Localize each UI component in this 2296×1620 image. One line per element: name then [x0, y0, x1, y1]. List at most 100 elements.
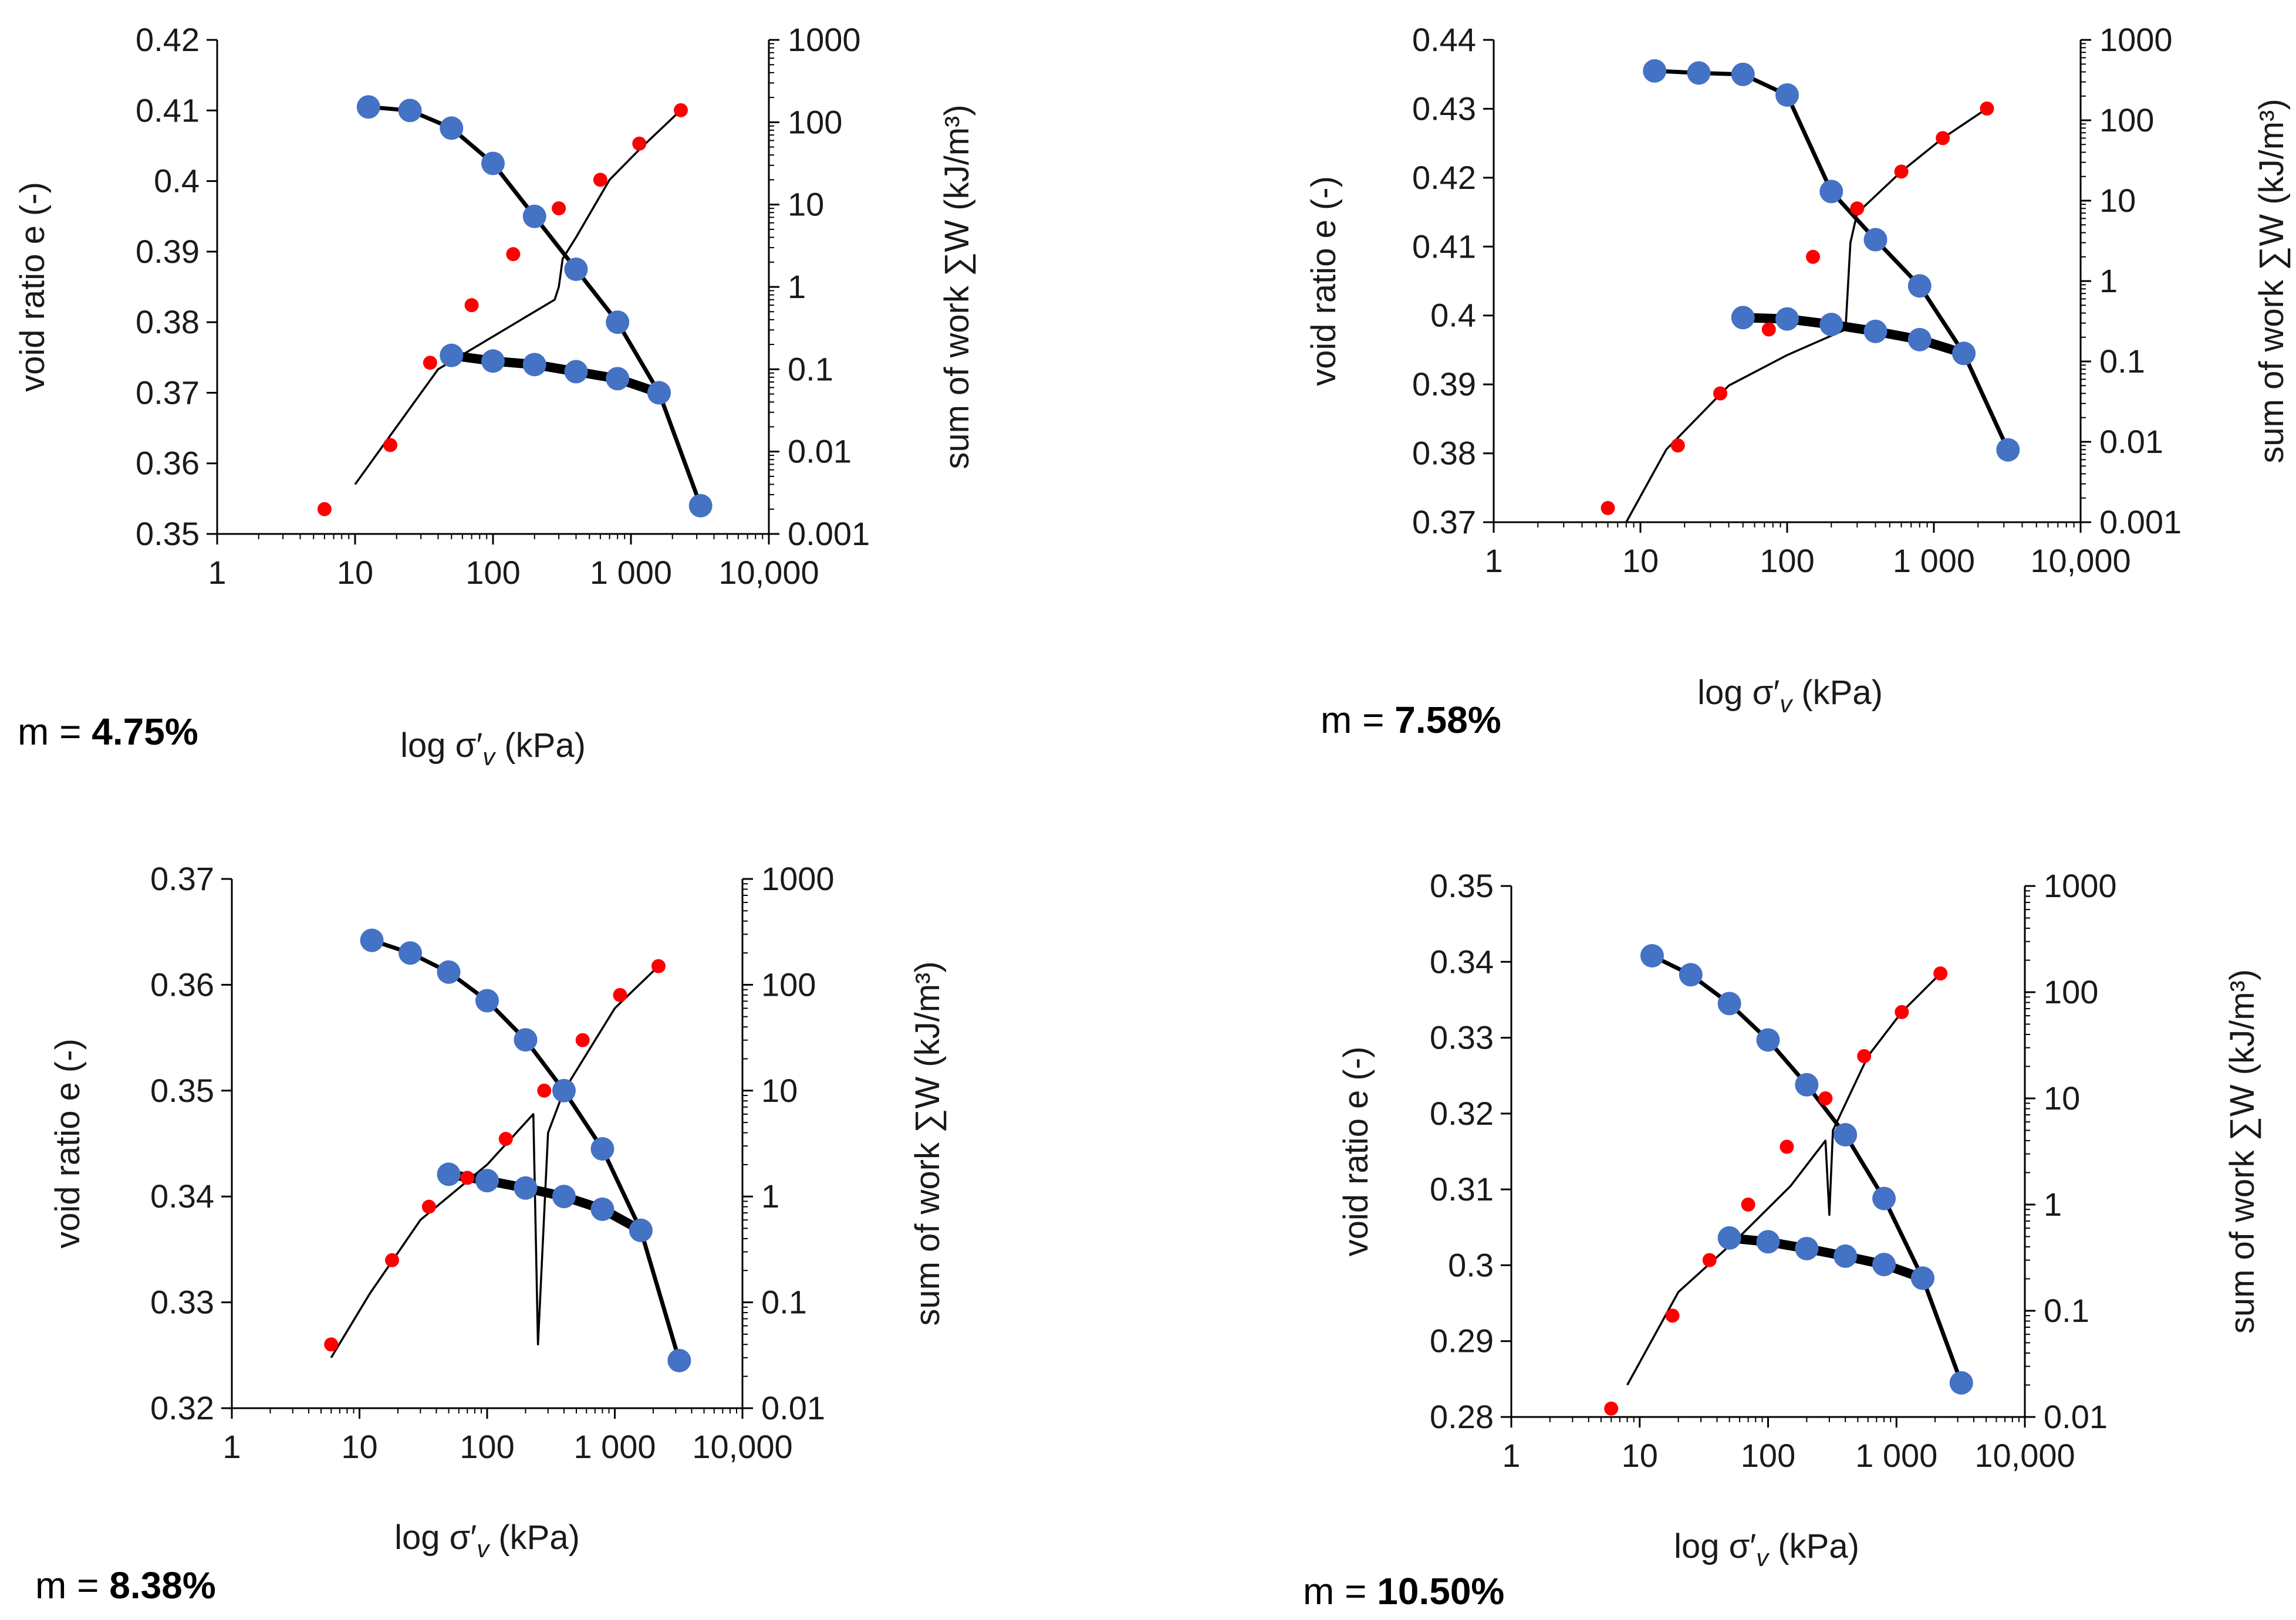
x-tick-label: 1 000 — [590, 554, 672, 591]
y2-tick-label: 10 — [788, 186, 824, 223]
data-point-void-ratio-loading — [1717, 992, 1741, 1016]
data-point-work-point — [1665, 1308, 1680, 1323]
y2-tick-label: 1 — [788, 268, 806, 305]
x-tick-label: 10,000 — [718, 554, 819, 591]
y2-tick-label: 10 — [2099, 182, 2136, 219]
data-point-void-ratio-unloading — [1717, 1226, 1741, 1250]
data-point-work-point — [1604, 1401, 1619, 1416]
y-tick-label: 0.43 — [1412, 90, 1476, 127]
data-point-void-ratio-unloading — [1834, 1244, 1858, 1268]
y2-tick-label: 0.1 — [2044, 1292, 2089, 1329]
y-tick-label: 0.42 — [136, 21, 200, 58]
data-point-work-point — [383, 438, 397, 452]
x-tick-label: 1 — [208, 554, 226, 591]
y2-axis-title: sum of work ∑W (kJ/m³) — [2223, 969, 2261, 1334]
x-tick-label: 10 — [1622, 542, 1659, 579]
data-point-work-point — [1761, 322, 1776, 337]
y-tick-label: 0.33 — [150, 1284, 214, 1321]
x-axis-title-subscript: v — [477, 1535, 491, 1562]
y-tick-label: 0.35 — [150, 1072, 214, 1109]
x-tick-label: 10,000 — [1974, 1437, 2075, 1474]
data-point-void-ratio-loading — [1643, 59, 1667, 83]
data-point-void-ratio-loading — [552, 1078, 576, 1102]
x-tick-label: 100 — [460, 1428, 514, 1465]
data-point-work-point — [613, 987, 627, 1002]
y-tick-label: 0.32 — [1430, 1095, 1494, 1132]
data-point-void-ratio-loading — [590, 1137, 614, 1161]
x-axis-title-prefix: log σ′ — [394, 1518, 477, 1557]
x-axis-title: log σ′v (kPa) — [400, 726, 586, 770]
data-point-void-ratio-loading — [440, 116, 464, 140]
y-tick-label: 0.35 — [136, 515, 200, 552]
data-point-work-point — [632, 136, 647, 151]
x-tick-label: 100 — [1741, 1437, 1795, 1474]
data-point-work-point — [1936, 131, 1950, 146]
x-tick-label: 100 — [1760, 542, 1814, 579]
y-tick-label: 0.37 — [150, 860, 214, 897]
data-point-void-ratio-loading — [514, 1028, 538, 1052]
y2-tick-label: 1 — [2099, 262, 2118, 299]
y2-tick-label: 1000 — [761, 860, 835, 897]
y2-axis-title: sum of work ∑W (kJ/m³) — [938, 104, 976, 469]
data-point-void-ratio-loading — [398, 99, 422, 123]
x-axis-title-subscript: v — [1756, 1544, 1770, 1571]
data-point-void-ratio-unloading — [1952, 341, 1976, 366]
data-point-void-ratio-loading — [1872, 1186, 1896, 1210]
data-point-work-point — [593, 173, 607, 187]
data-point-work-point — [1713, 386, 1728, 401]
data-point-void-ratio-loading — [437, 960, 461, 984]
x-axis-title-suffix: (kPa) — [1768, 1527, 1859, 1565]
data-point-work-point — [1780, 1139, 1794, 1154]
y-tick-label: 0.3 — [1448, 1246, 1494, 1283]
y2-tick-label: 10 — [761, 1072, 798, 1109]
y-tick-label: 0.28 — [1430, 1398, 1494, 1435]
data-point-void-ratio-loading — [360, 928, 384, 952]
y-tick-label: 0.35 — [1430, 867, 1494, 904]
x-axis-title-subscript: v — [1780, 690, 1794, 718]
x-axis-title: log σ′v (kPa) — [1697, 674, 1883, 718]
y-tick-label: 0.44 — [1412, 21, 1476, 58]
data-point-void-ratio-loading — [522, 204, 546, 228]
y2-tick-label: 1 — [2044, 1186, 2062, 1223]
data-point-work-point — [385, 1253, 400, 1267]
data-point-work-point — [317, 502, 332, 516]
y2-tick-label: 1 — [761, 1178, 779, 1215]
y-tick-label: 0.37 — [1412, 503, 1476, 540]
data-point-void-ratio-unloading — [1756, 1230, 1780, 1254]
data-point-void-ratio-loading — [356, 95, 380, 119]
data-point-void-ratio-unloading — [514, 1176, 538, 1200]
x-axis-title-suffix: (kPa) — [1792, 674, 1883, 712]
y-tick-label: 0.36 — [136, 445, 200, 482]
data-point-void-ratio-loading — [1907, 274, 1932, 298]
data-point-void-ratio-loading — [475, 989, 499, 1013]
data-point-void-ratio-loading — [1834, 1123, 1858, 1147]
data-point-void-ratio-loading — [1996, 438, 2020, 462]
moisture-label: m = 4.75% — [18, 711, 198, 753]
data-point-work-point — [1850, 201, 1865, 216]
data-point-work-point — [1895, 1005, 1909, 1019]
data-point-void-ratio-unloading — [1731, 306, 1755, 330]
data-point-void-ratio-loading — [1640, 943, 1664, 968]
data-point-work-point — [674, 103, 688, 117]
y-axis-title: void ratio e (-) — [1337, 1047, 1375, 1257]
y2-tick-label: 0.001 — [788, 515, 870, 552]
x-tick-label: 1 000 — [573, 1428, 656, 1465]
data-point-void-ratio-loading — [481, 151, 505, 175]
data-point-void-ratio-loading — [1679, 963, 1703, 987]
y-axis-title: void ratio e (-) — [1305, 176, 1343, 386]
y2-tick-label: 100 — [2099, 102, 2154, 138]
x-axis-title-suffix: (kPa) — [495, 726, 586, 765]
data-point-void-ratio-loading — [1756, 1028, 1780, 1052]
x-axis-title-prefix: log σ′ — [1697, 674, 1780, 712]
y2-tick-label: 1000 — [788, 21, 861, 58]
data-point-work-point — [575, 1033, 590, 1047]
data-point-void-ratio-unloading — [629, 1218, 653, 1242]
y2-tick-label: 0.01 — [2044, 1398, 2108, 1435]
y2-tick-label: 0.1 — [788, 350, 833, 387]
data-point-work-point — [1980, 101, 1994, 116]
y-tick-label: 0.31 — [1430, 1171, 1494, 1208]
data-point-void-ratio-loading — [606, 310, 630, 334]
x-tick-label: 10 — [1622, 1437, 1658, 1474]
